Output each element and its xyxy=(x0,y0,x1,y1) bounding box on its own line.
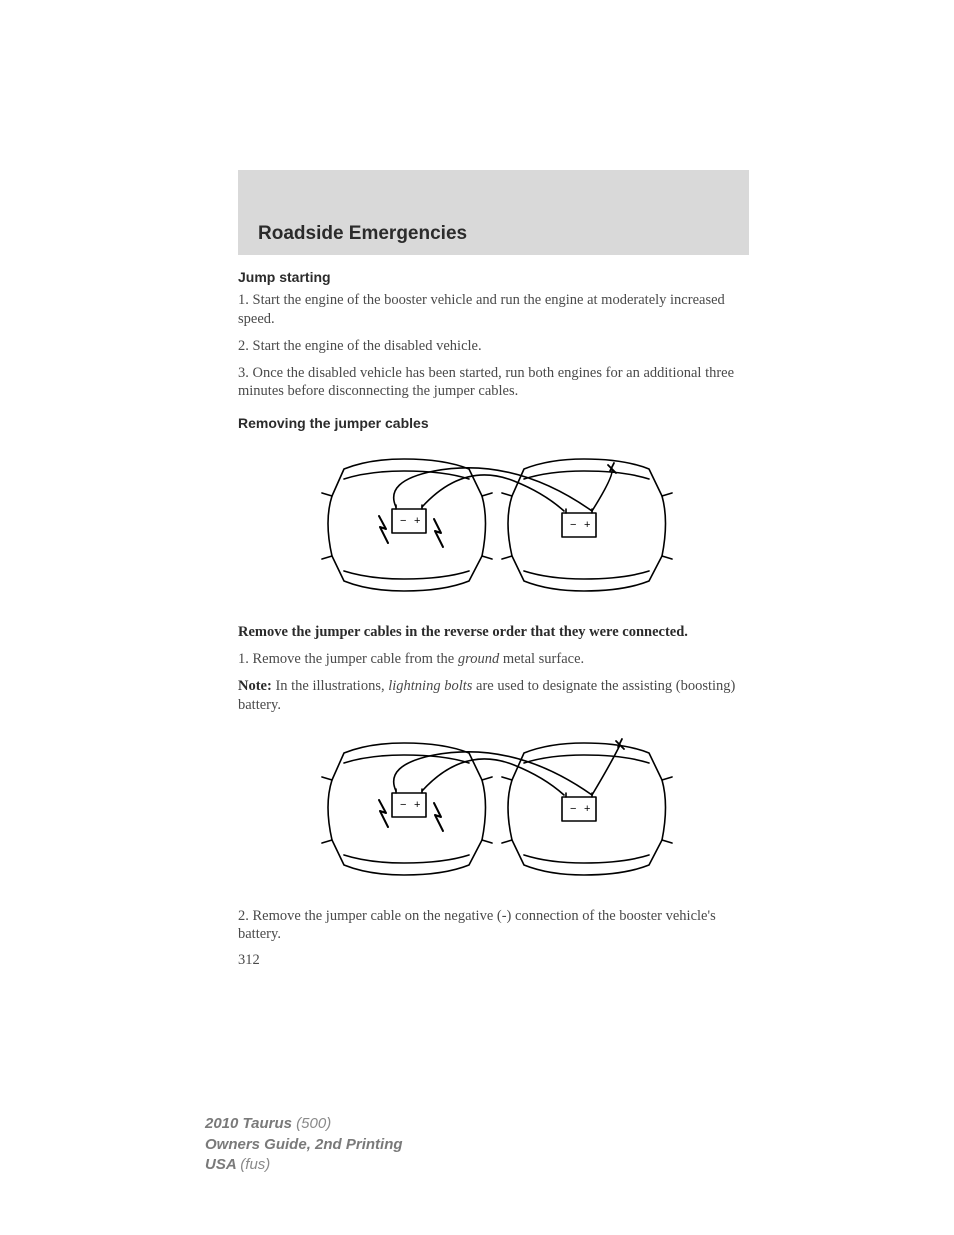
engine-bay-illustration-icon: − + − + xyxy=(314,441,674,606)
document-page: Roadside Emergencies Jump starting 1. St… xyxy=(0,0,954,969)
footer-bold: USA xyxy=(205,1156,240,1173)
svg-text:−: − xyxy=(400,515,406,527)
svg-text:−: − xyxy=(570,519,576,531)
step-text: 2. Start the engine of the disabled vehi… xyxy=(238,337,749,356)
step-text: 2. Remove the jumper cable on the negati… xyxy=(238,907,749,945)
svg-text:−: − xyxy=(400,799,406,811)
document-footer: 2010 Taurus (500) Owners Guide, 2nd Prin… xyxy=(205,1114,403,1175)
text-fragment: 1. Remove the jumper cable from the xyxy=(238,651,458,667)
engine-bay-illustration-icon: − + − + xyxy=(314,725,674,890)
page-number: 312 xyxy=(238,952,749,969)
footer-line: USA (fus) xyxy=(205,1155,403,1175)
jumper-cable-diagram-1: − + − + xyxy=(238,441,749,611)
header-band: Roadside Emergencies xyxy=(238,170,749,255)
italic-text: lightning bolts xyxy=(388,678,472,694)
footer-line: 2010 Taurus (500) xyxy=(205,1114,403,1134)
section-heading-jump-starting: Jump starting xyxy=(238,269,749,285)
note-text: Note: In the illustrations, lightning bo… xyxy=(238,677,749,715)
svg-text:+: + xyxy=(584,519,590,531)
chapter-title: Roadside Emergencies xyxy=(258,223,467,245)
svg-text:−: − xyxy=(570,803,576,815)
italic-text: ground xyxy=(458,651,499,667)
footer-light: (fus) xyxy=(240,1156,270,1173)
section-heading-removing-cables: Removing the jumper cables xyxy=(238,415,749,431)
text-fragment: metal surface. xyxy=(499,651,584,667)
note-label: Note: xyxy=(238,678,272,694)
footer-line: Owners Guide, 2nd Printing xyxy=(205,1135,403,1155)
step-text: 1. Remove the jumper cable from the grou… xyxy=(238,650,749,669)
svg-text:+: + xyxy=(414,799,420,811)
jumper-cable-diagram-2: − + − + xyxy=(238,725,749,895)
step-text: 3. Once the disabled vehicle has been st… xyxy=(238,364,749,402)
footer-bold: 2010 Taurus xyxy=(205,1115,296,1132)
footer-light: (500) xyxy=(296,1115,331,1132)
step-text: 1. Start the engine of the booster vehic… xyxy=(238,291,749,329)
bold-instruction: Remove the jumper cables in the reverse … xyxy=(238,623,749,642)
svg-text:+: + xyxy=(584,803,590,815)
svg-text:+: + xyxy=(414,515,420,527)
text-fragment: In the illustrations, xyxy=(272,678,388,694)
